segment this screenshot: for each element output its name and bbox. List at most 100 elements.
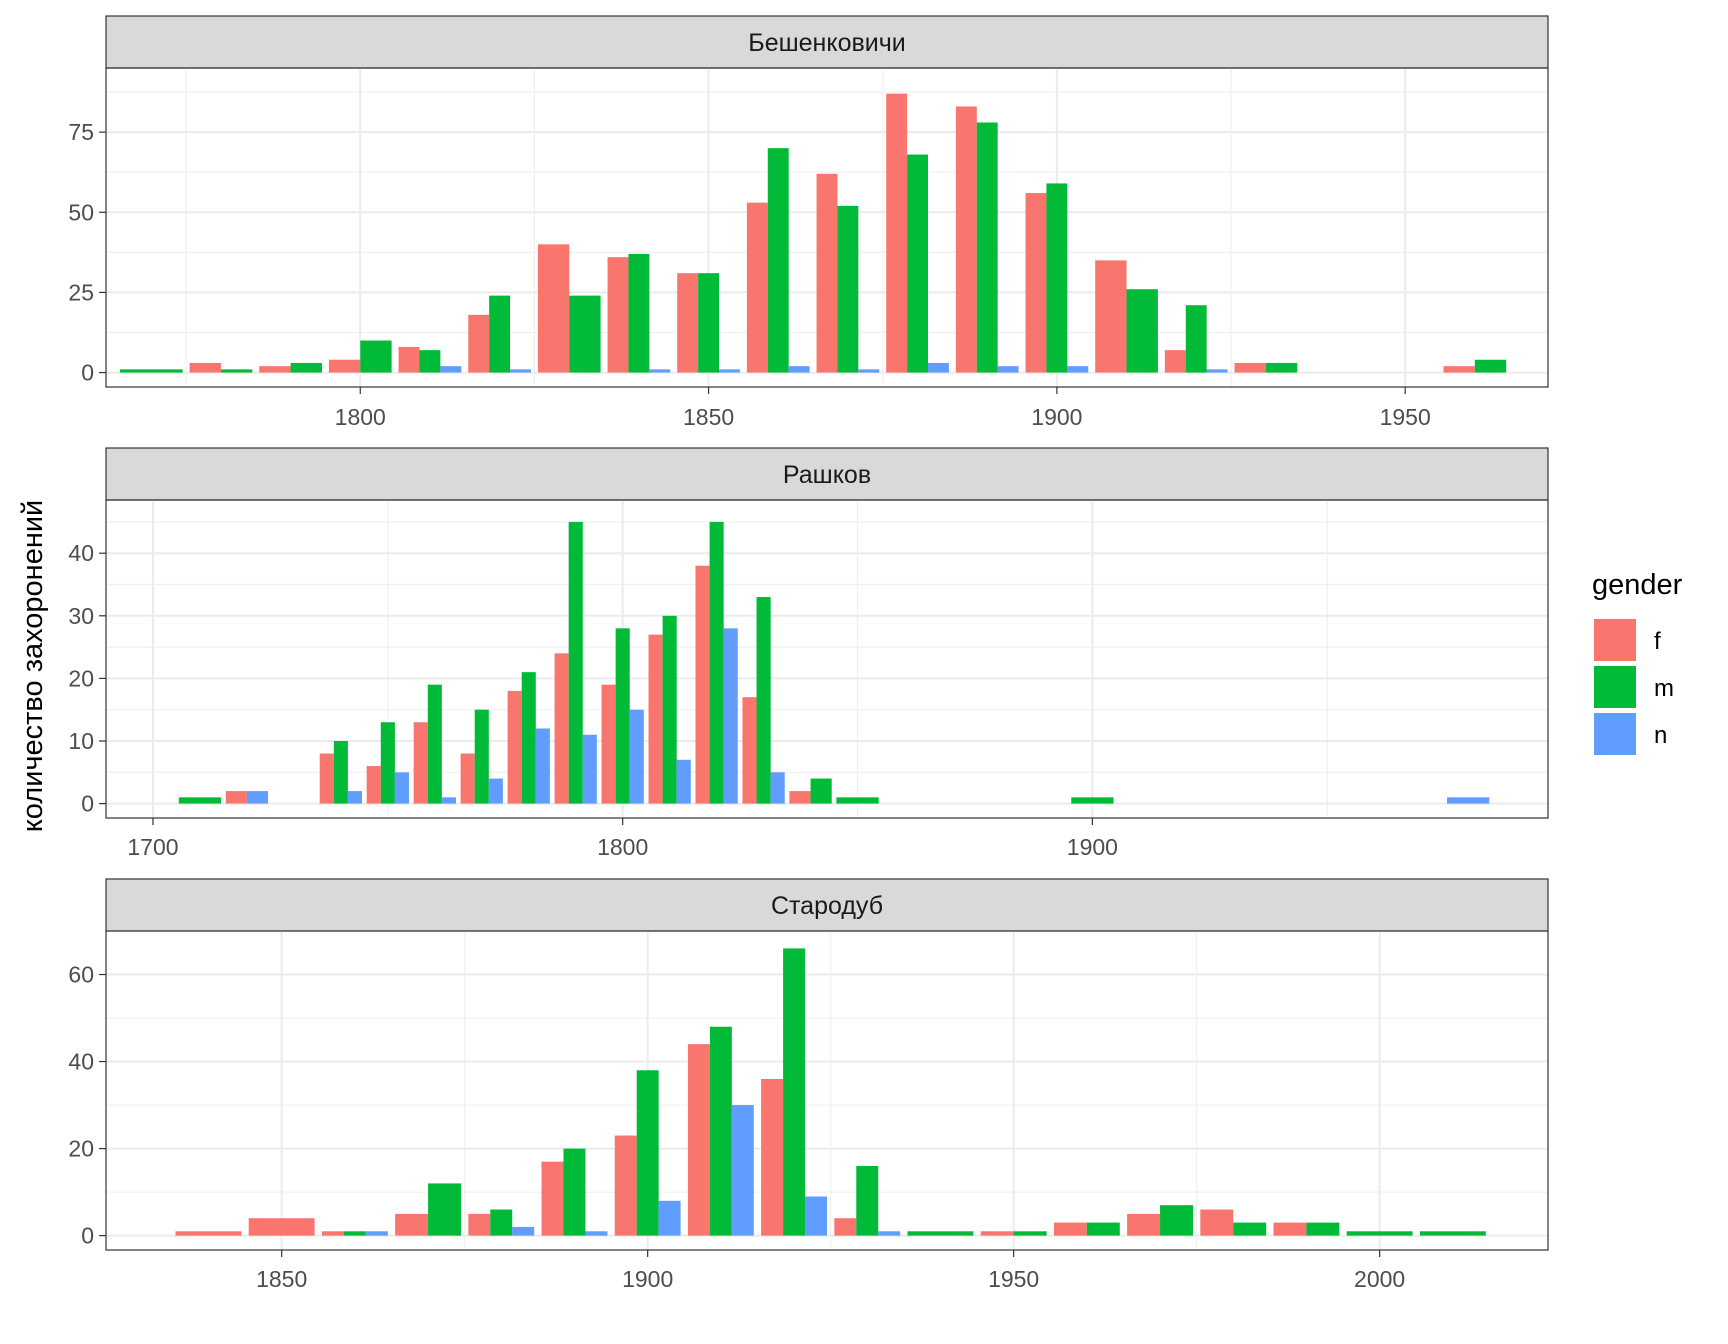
bar-m <box>428 1183 462 1236</box>
x-tick-label: 2000 <box>1354 1266 1405 1292</box>
bar-n <box>658 1200 681 1236</box>
y-tick-label: 40 <box>68 540 94 566</box>
bar-m <box>856 1166 879 1236</box>
bar-n <box>629 709 644 804</box>
bar-f <box>321 1231 344 1236</box>
bar-f <box>607 257 629 373</box>
bars <box>119 93 1507 373</box>
bar-f <box>507 690 522 804</box>
bar-f <box>189 362 221 373</box>
bar-m <box>662 615 677 804</box>
bar-m <box>1086 1222 1120 1236</box>
bar-f <box>955 106 977 373</box>
bar-f <box>468 314 490 373</box>
bar-m <box>1346 1231 1413 1236</box>
bar-m <box>380 722 395 804</box>
bar-f <box>366 766 381 804</box>
bar-f <box>1095 260 1127 373</box>
y-tick-label: 25 <box>68 279 94 305</box>
facet-panel: Бешенковичи 1800 1850 1900 1950 0 25 50 75 <box>68 15 1549 430</box>
x-tick-label: 1800 <box>335 404 386 430</box>
bar-n <box>365 1231 388 1236</box>
bar-m <box>628 253 650 373</box>
bar-m <box>1160 1205 1193 1236</box>
bar-n <box>1067 366 1089 373</box>
x-tick-label: 1900 <box>1031 404 1082 430</box>
bar-f <box>1200 1209 1234 1236</box>
bar-n <box>510 369 531 373</box>
bar-m <box>810 778 832 804</box>
x-tick-label: 1850 <box>256 1266 307 1292</box>
legend-label: m <box>1654 675 1674 702</box>
axis-ticks: 1850 1900 1950 2000 0 20 40 60 <box>68 962 1405 1292</box>
bar-f <box>319 753 334 804</box>
bar-f <box>1025 193 1047 373</box>
axis-ticks: 1700 1800 1900 0 10 20 30 40 <box>68 540 1118 860</box>
bar-f <box>648 634 663 804</box>
bar-m <box>427 684 442 804</box>
bar-n <box>805 1196 827 1236</box>
x-tick-label: 1900 <box>1067 834 1118 860</box>
axis-ticks: 1800 1850 1900 1950 0 25 50 75 <box>68 119 1430 430</box>
panel-border <box>105 67 1549 388</box>
bar-f <box>259 366 291 373</box>
bar-m <box>636 1070 659 1236</box>
bar-f <box>225 791 247 804</box>
x-tick-label: 1950 <box>988 1266 1039 1292</box>
y-tick-label: 20 <box>68 665 94 691</box>
bar-m <box>333 741 348 804</box>
bar-m <box>521 672 536 804</box>
y-tick-label: 40 <box>68 1049 94 1075</box>
x-tick-label: 1900 <box>622 1266 673 1292</box>
bar-m <box>343 1231 366 1236</box>
bar-f <box>761 1078 784 1236</box>
bar-m <box>907 1231 974 1236</box>
bar-m <box>568 521 583 804</box>
bar-f <box>175 1231 242 1236</box>
legend-item: n <box>1594 713 1667 755</box>
y-tick-label: 30 <box>68 603 94 629</box>
bar-f <box>395 1213 429 1236</box>
bar-n <box>788 366 810 373</box>
bar-f <box>398 346 420 373</box>
bar-n <box>770 772 785 804</box>
legend-swatch <box>1594 713 1636 755</box>
legend-label: n <box>1654 722 1667 749</box>
y-tick-label: 10 <box>68 728 94 754</box>
y-axis-label: количество захоронений <box>17 500 49 832</box>
bar-f <box>541 1161 564 1236</box>
bar-f <box>1127 1213 1161 1236</box>
bar-n <box>719 369 740 373</box>
bar-n <box>535 728 550 804</box>
facet-panels: Бешенковичи 1800 1850 1900 1950 0 25 50 75 Рашков… <box>68 15 1549 1292</box>
bar-m <box>783 948 806 1236</box>
bar-f <box>1164 350 1186 373</box>
bar-m <box>1126 289 1158 373</box>
x-tick-label: 1950 <box>1380 404 1431 430</box>
y-tick-label: 75 <box>68 119 94 145</box>
x-tick-label: 1700 <box>127 834 178 860</box>
bar-f <box>328 359 361 373</box>
bar-m <box>419 350 441 373</box>
bar-f <box>601 684 616 804</box>
bar-f <box>742 697 757 804</box>
legend-swatch <box>1594 666 1636 708</box>
bar-n <box>512 1226 535 1236</box>
facet-panel: Рашков 1700 1800 1900 0 10 20 30 40 <box>68 447 1549 860</box>
bar-m <box>709 521 724 804</box>
bar-m <box>709 1026 732 1236</box>
bar-n <box>585 1231 608 1236</box>
facet-title: Бешенковичи <box>748 29 905 57</box>
legend-swatch <box>1594 619 1636 661</box>
bar-f <box>677 273 699 373</box>
bar-n <box>347 791 362 804</box>
y-tick-label: 0 <box>81 360 94 386</box>
bar-m <box>178 797 222 804</box>
bar-m <box>489 295 511 373</box>
bar-n <box>488 778 503 804</box>
bar-m <box>474 709 489 804</box>
bar-m <box>756 597 771 804</box>
bar-n <box>858 369 880 373</box>
bar-m <box>1013 1231 1047 1236</box>
